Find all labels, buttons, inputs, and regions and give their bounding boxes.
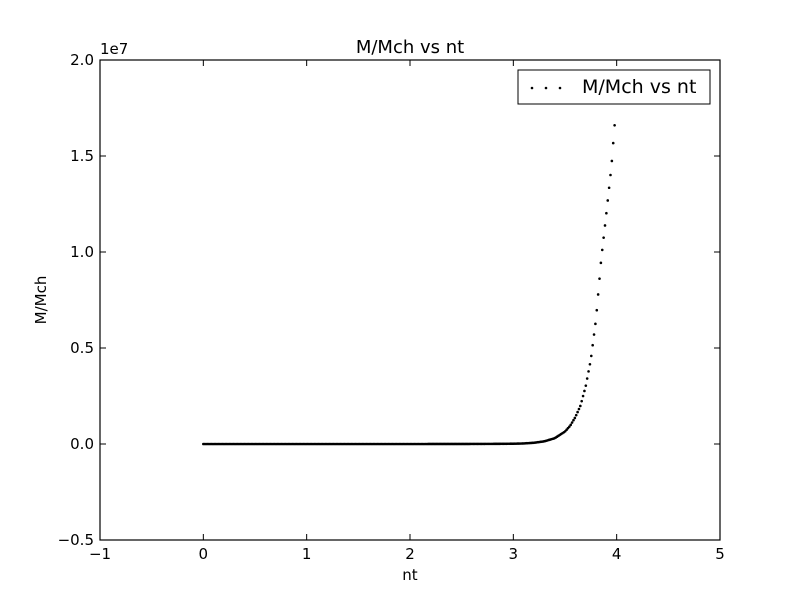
data-point xyxy=(576,410,579,414)
data-point xyxy=(569,423,573,427)
y-axis-label: M/Mch xyxy=(32,276,50,325)
data-point xyxy=(584,384,588,387)
data-point xyxy=(609,173,612,177)
ticks: −1 0 1 2 3 4 5 −0.5 0.0 0.5 1.0 1.5 2.0 xyxy=(58,51,725,563)
x-tick-label: 2 xyxy=(405,545,415,563)
data-point xyxy=(592,333,596,336)
data-point xyxy=(585,377,589,380)
data-point xyxy=(568,425,571,428)
data-point xyxy=(613,123,616,127)
x-tick-label: −1 xyxy=(89,545,111,563)
data-point xyxy=(573,416,577,420)
data-point xyxy=(570,421,574,424)
data-point xyxy=(580,399,583,403)
axes-frame xyxy=(99,59,721,541)
data-point xyxy=(591,343,594,347)
data-point xyxy=(596,293,600,296)
data-point xyxy=(595,308,599,312)
legend-box xyxy=(517,69,711,105)
x-axis-label: nt xyxy=(402,566,418,584)
data-point xyxy=(599,261,603,265)
data-point xyxy=(574,413,578,417)
legend-entry-label: M/Mch vs nt xyxy=(582,76,696,98)
data-point xyxy=(600,248,604,252)
y-tick-label: 0.0 xyxy=(70,435,94,453)
data-point xyxy=(581,394,585,398)
x-tick-label: 1 xyxy=(302,545,312,563)
data-point xyxy=(603,224,607,227)
data-point xyxy=(598,277,601,280)
y-tick-label: 1.5 xyxy=(70,147,94,165)
data-point xyxy=(589,354,593,358)
y-axis-offset-label: 1e7 xyxy=(100,40,128,58)
data-point xyxy=(605,211,608,215)
legend-marker xyxy=(558,86,562,90)
x-tick-label: 3 xyxy=(509,545,519,563)
data-point xyxy=(607,186,611,190)
x-tick-label: 4 xyxy=(612,545,622,563)
plot-area xyxy=(202,123,616,446)
x-tick-label: 0 xyxy=(199,545,209,563)
data-point xyxy=(606,199,610,202)
legend-marker xyxy=(530,86,534,90)
data-point xyxy=(572,418,575,422)
legend-marker xyxy=(544,86,548,90)
chart-title: M/Mch vs nt xyxy=(356,37,464,58)
legend: M/Mch vs nt xyxy=(517,69,711,105)
data-point xyxy=(610,159,614,163)
data-point xyxy=(577,407,581,411)
data-point xyxy=(594,322,597,326)
data-point xyxy=(587,370,590,373)
data-point xyxy=(611,141,615,145)
data-point xyxy=(588,362,592,366)
y-tick-label: 1.0 xyxy=(70,243,94,261)
data-point xyxy=(579,404,582,408)
x-tick-label: 5 xyxy=(715,545,725,563)
y-tick-label: −0.5 xyxy=(58,531,94,549)
data-point xyxy=(602,236,605,239)
data-point xyxy=(583,389,586,393)
y-tick-label: 2.0 xyxy=(70,51,94,69)
y-tick-label: 0.5 xyxy=(70,339,94,357)
